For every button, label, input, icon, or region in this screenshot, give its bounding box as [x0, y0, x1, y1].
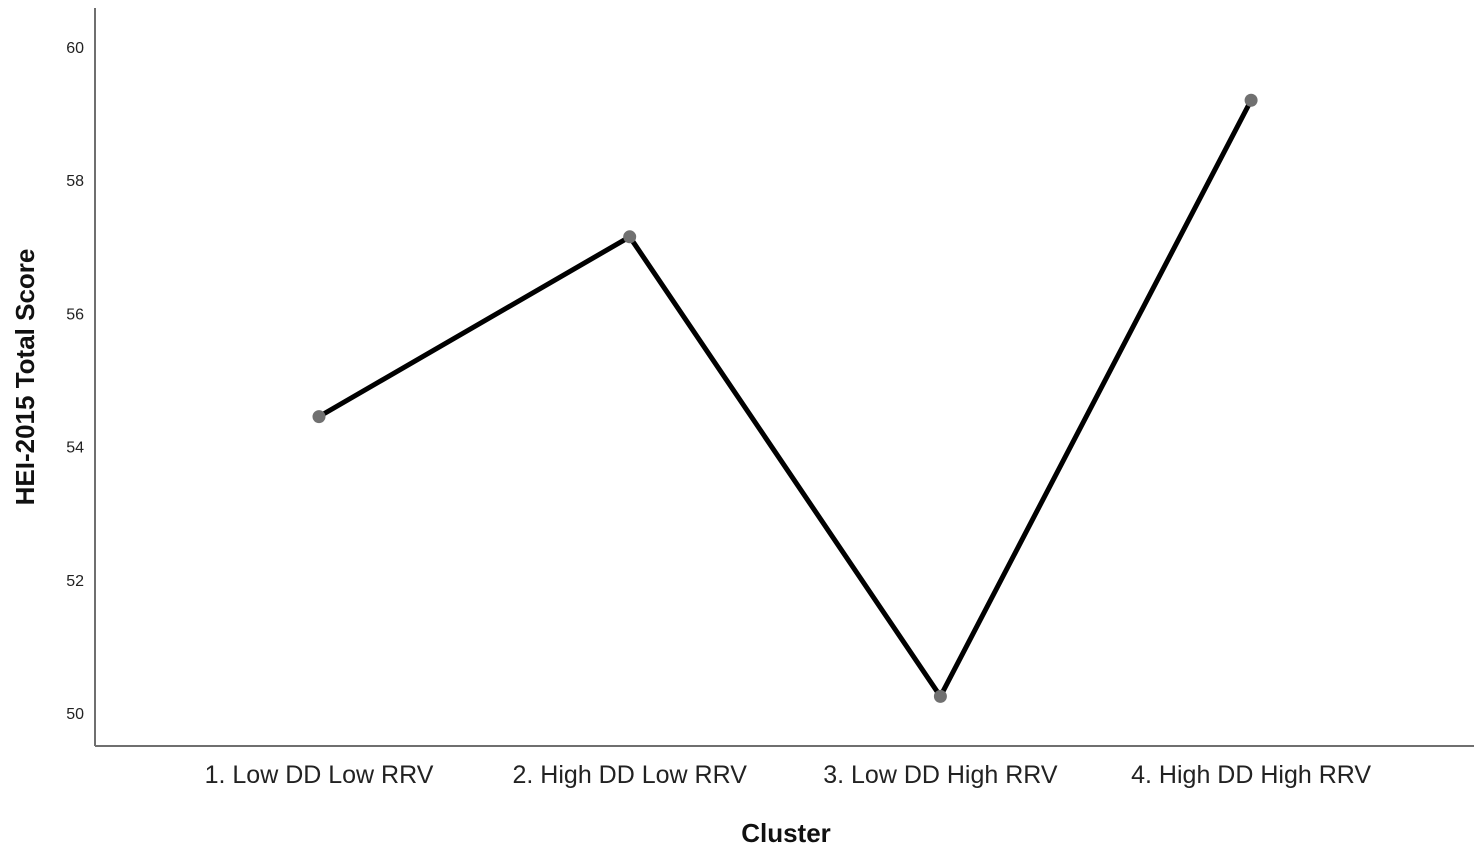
y-tick-label: 54	[66, 440, 84, 457]
y-axis-title: HEI-2015 Total Score	[10, 249, 40, 506]
axes	[94, 8, 1474, 747]
data-point	[1244, 93, 1258, 107]
series	[312, 93, 1258, 703]
x-axis-title: Cluster	[741, 818, 831, 848]
x-tick-label: 3. Low DD High RRV	[823, 761, 1058, 789]
y-tick-label: 60	[66, 40, 84, 57]
data-point	[623, 230, 637, 244]
y-tick-label: 58	[66, 173, 84, 190]
x-tick-label: 4. High DD High RRV	[1131, 761, 1371, 789]
data-point	[933, 689, 947, 703]
series-line	[317, 99, 1254, 702]
y-tick-label: 50	[66, 706, 84, 723]
y-tick-labels: 50 52 54 56 58 60	[66, 40, 84, 723]
data-point	[312, 410, 326, 424]
y-tick-label: 56	[66, 306, 84, 323]
x-tick-label: 2. High DD Low RRV	[513, 761, 748, 789]
y-tick-label: 52	[66, 573, 84, 590]
x-tick-labels: 1. Low DD Low RRV 2. High DD Low RRV 3. Lo…	[205, 761, 1372, 789]
x-tick-label: 1. Low DD Low RRV	[205, 761, 434, 789]
